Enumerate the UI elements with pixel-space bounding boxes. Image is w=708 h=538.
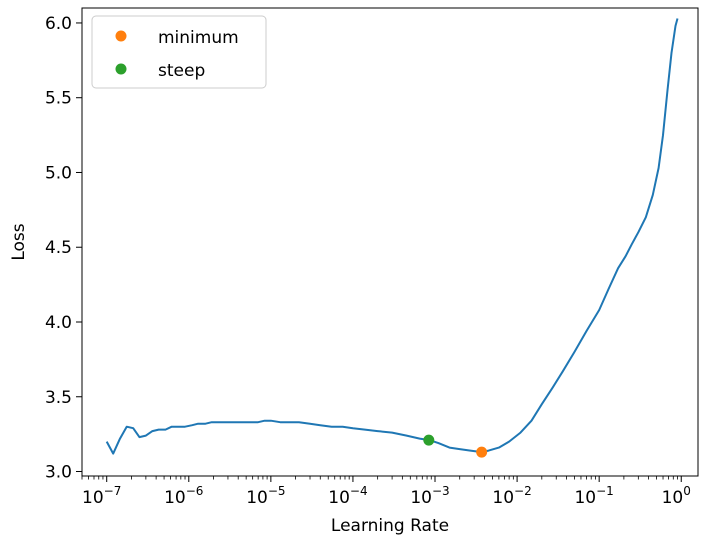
x-tick-label: 10−2	[492, 484, 531, 508]
x-axis-label: Learning Rate	[331, 516, 449, 536]
x-tick-label: 10−1	[574, 484, 613, 508]
series-line-1	[105, 18, 679, 455]
steep-point	[423, 434, 435, 446]
x-tick-label: 100	[662, 484, 691, 508]
y-tick-label: 3.0	[45, 463, 72, 483]
x-tick-label: 10−5	[246, 484, 285, 508]
y-axis-label: Loss	[9, 223, 29, 260]
legend: minimum steep	[91, 15, 267, 89]
y-axis-ticks: 3.0 3.5 4.0 4.5 5.0 5.5 6.0	[45, 14, 82, 483]
minimum-point	[476, 446, 488, 458]
x-tick-label: 10−6	[164, 484, 203, 508]
steep-legend-marker	[115, 63, 127, 75]
marker-layer	[423, 434, 488, 458]
y-tick-label: 4.0	[45, 313, 72, 333]
series-layer	[105, 18, 679, 455]
y-tick-label: 5.5	[45, 89, 72, 109]
legend-box	[91, 15, 267, 89]
x-tick-label: 10−3	[410, 484, 449, 508]
y-tick-label: 6.0	[45, 14, 72, 34]
plot-frame	[81, 7, 699, 477]
minimum-legend-marker	[115, 30, 127, 42]
y-tick-label: 3.5	[45, 388, 72, 408]
x-axis-ticks: 10−7 10−6 10−5 10−4 10−3 10−2 10−1 100	[81, 476, 691, 508]
y-tick-label: 5.0	[45, 163, 72, 183]
steep-legend-label: steep	[158, 61, 205, 81]
x-tick-label: 10−4	[328, 484, 367, 508]
minimum-legend-label: minimum	[158, 28, 239, 48]
y-tick-label: 4.5	[45, 238, 72, 258]
x-tick-label: 10−7	[82, 484, 121, 508]
